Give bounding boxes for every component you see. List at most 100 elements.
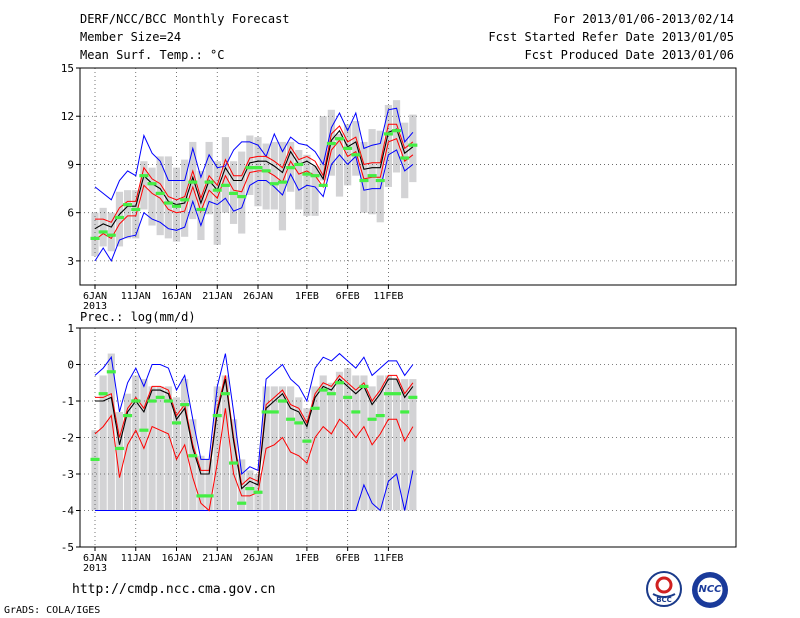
bcc-logo-text: BCC <box>656 596 672 604</box>
box-bar <box>246 470 254 511</box>
box-bar <box>360 375 368 511</box>
median-marker <box>180 403 190 407</box>
y-tick-label: 0 <box>67 359 74 372</box>
box-bar <box>311 386 319 511</box>
box-bar <box>409 114 417 183</box>
median-marker <box>294 162 304 167</box>
box-bar <box>392 100 401 173</box>
box-bar <box>115 191 124 247</box>
box-bar <box>181 159 189 237</box>
median-marker <box>318 183 328 187</box>
year-label: 2013 <box>83 563 107 574</box>
median-marker <box>383 392 393 396</box>
median-marker <box>98 230 108 234</box>
box-bar <box>303 408 311 511</box>
box-bar <box>197 455 205 511</box>
y-tick-label: -1 <box>61 395 74 408</box>
box-bar <box>172 397 181 511</box>
box-bar <box>229 419 238 511</box>
median-marker <box>343 146 353 150</box>
median-marker <box>375 414 385 418</box>
y-tick-label: 9 <box>67 158 74 171</box>
box-bar <box>278 141 287 231</box>
median-marker <box>392 392 402 396</box>
median-marker <box>139 174 149 178</box>
box-bar <box>392 379 401 511</box>
median-marker <box>147 399 157 403</box>
y-tick-label: 1 <box>67 322 74 335</box>
y-tick-label: -4 <box>61 505 75 518</box>
x-tick-label: 6FEB <box>336 553 360 564</box>
median-marker <box>131 207 141 212</box>
box-bar <box>205 141 213 215</box>
median-marker <box>155 395 165 399</box>
median-marker <box>90 236 100 240</box>
box-bar <box>319 116 327 181</box>
median-marker <box>237 194 247 199</box>
member-size: Member Size=24 <box>80 30 182 44</box>
x-tick-label: 21JAN <box>202 553 232 564</box>
box-bar <box>91 430 99 511</box>
median-marker <box>351 153 361 157</box>
box-bar <box>156 156 164 236</box>
median-marker <box>261 410 271 414</box>
median-marker <box>335 137 344 141</box>
median-marker <box>253 166 263 170</box>
box-bar <box>295 397 303 511</box>
box-bar <box>344 124 352 186</box>
forecast-start-date: Fcst Started Refer Date 2013/01/05 <box>488 30 734 44</box>
forecast-period: For 2013/01/06-2013/02/14 <box>553 12 734 26</box>
median-marker <box>155 191 165 195</box>
outer-upper-line <box>94 352 414 476</box>
box-bar <box>246 135 254 195</box>
box-bar <box>368 386 376 511</box>
variable-label: Mean Surf. Temp.: °C <box>80 48 225 62</box>
median-marker <box>359 384 369 388</box>
box-bar <box>360 141 368 213</box>
inner-upper-line <box>95 123 414 223</box>
median-marker <box>408 143 418 147</box>
median-marker <box>335 381 344 385</box>
median-marker <box>90 457 100 461</box>
median-marker <box>196 207 206 212</box>
box-bar <box>270 386 278 511</box>
box-bar <box>124 190 132 239</box>
median-marker <box>375 178 385 183</box>
median-marker <box>277 399 287 403</box>
x-tick-label: 11FEB <box>373 291 403 302</box>
outer-upper-line <box>94 107 414 201</box>
year-label: 2013 <box>83 301 107 312</box>
median-marker <box>310 174 320 178</box>
box-bar <box>148 386 156 511</box>
median-marker <box>261 169 271 173</box>
box-bar <box>319 375 327 511</box>
box-bar <box>164 386 172 511</box>
median-marker <box>220 183 230 187</box>
median-marker <box>408 395 418 399</box>
median-marker <box>294 421 304 425</box>
forecast-produced-date: Fcst Produced Date 2013/01/06 <box>524 48 734 62</box>
median-marker <box>188 180 198 184</box>
median-marker <box>172 204 181 208</box>
box-bar <box>287 386 295 511</box>
median-marker <box>392 129 402 133</box>
median-marker <box>139 428 149 432</box>
grads-credit: GrADS: COLA/IGES <box>4 605 101 616</box>
median-marker <box>310 406 320 410</box>
median-marker <box>367 417 377 421</box>
box-bar <box>384 375 392 511</box>
median-marker <box>131 399 141 403</box>
box-bar <box>262 143 270 210</box>
box-bar <box>205 459 213 511</box>
ncc-logo: NCC <box>690 570 730 610</box>
box-bar <box>148 167 156 226</box>
median-marker <box>326 392 336 396</box>
median-marker <box>196 494 206 498</box>
x-tick-label: 11FEB <box>373 553 403 564</box>
median-marker <box>188 454 198 458</box>
source-url[interactable]: http://cmdp.ncc.cma.gov.cn <box>72 582 276 597</box>
median-marker <box>318 388 328 392</box>
x-tick-label: 26JAN <box>243 553 273 564</box>
median-marker <box>106 370 116 374</box>
